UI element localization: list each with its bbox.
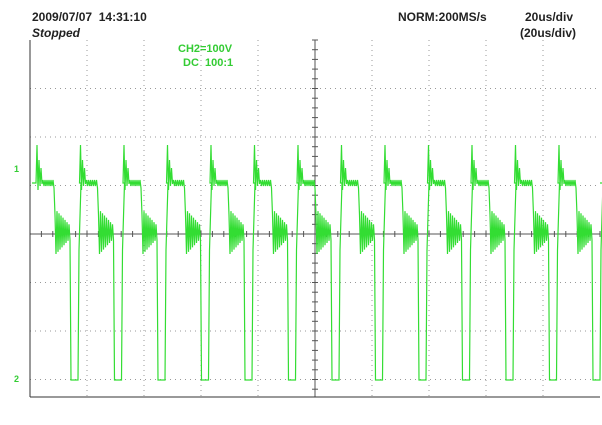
mode: NORM:200MS/s bbox=[398, 10, 487, 24]
ch1-marker: 1 bbox=[14, 164, 20, 174]
status: Stopped bbox=[32, 26, 80, 40]
channel-scale: CH2=100V bbox=[178, 43, 233, 55]
ch2-marker: 2 bbox=[14, 374, 20, 384]
channel-coupling: DC 100:1 bbox=[183, 57, 234, 69]
waveform bbox=[32, 144, 602, 381]
timebase: 20us/div bbox=[525, 10, 574, 24]
timebase-sub: (20us/div) bbox=[520, 26, 577, 40]
timestamp: 2009/07/07 14:31:10 bbox=[32, 10, 147, 24]
